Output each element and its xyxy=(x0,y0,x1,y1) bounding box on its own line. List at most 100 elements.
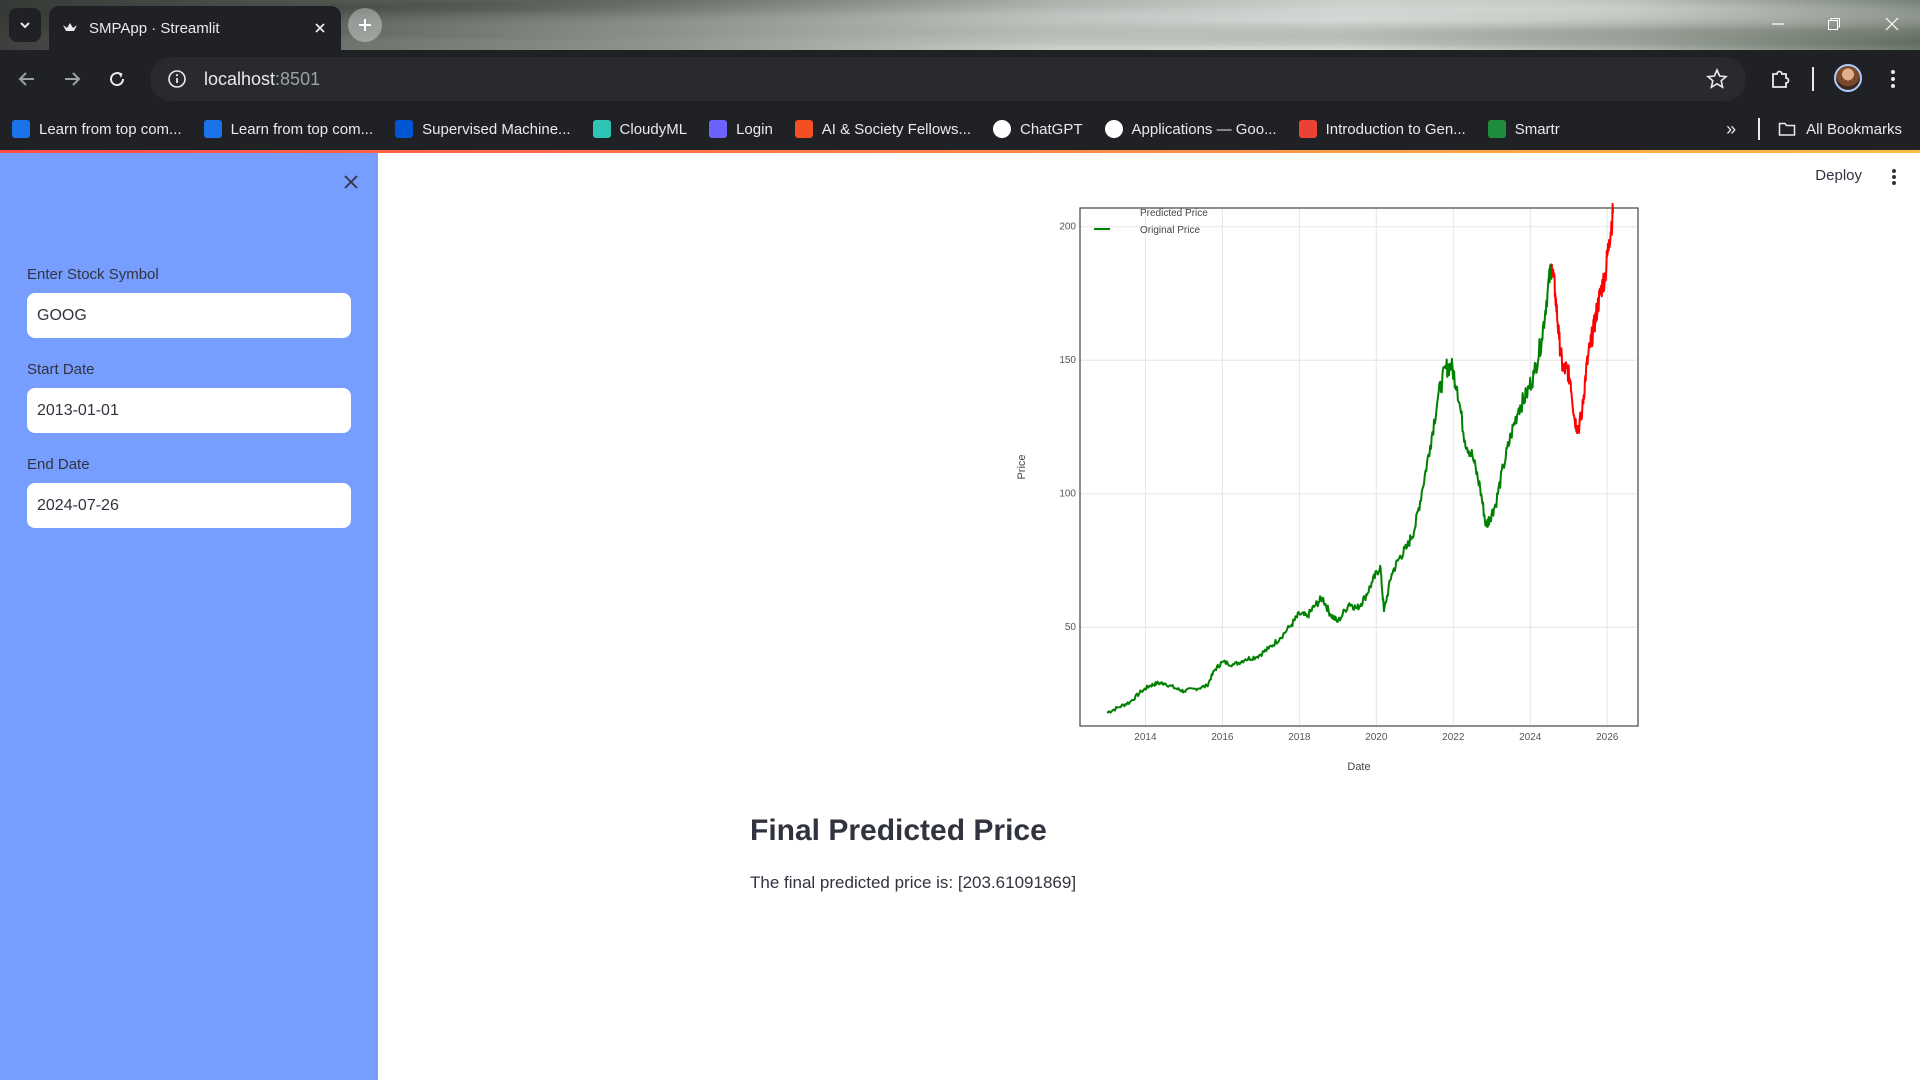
kebab-menu-icon xyxy=(1892,169,1896,185)
chevron-down-icon xyxy=(20,22,30,29)
plus-icon xyxy=(359,19,371,31)
final-price-heading: Final Predicted Price xyxy=(750,814,1047,847)
url-host: localhost xyxy=(204,68,276,89)
legend-label: Original Price xyxy=(1140,225,1200,236)
bookmarks-list: Learn from top com... Learn from top com.… xyxy=(12,120,1582,138)
x-tick-label: 2016 xyxy=(1211,732,1234,743)
bookmark-label: Introduction to Gen... xyxy=(1325,120,1466,138)
kebab-menu-icon xyxy=(1891,70,1895,88)
arrow-left-icon xyxy=(18,72,34,86)
streamlit-crown-icon xyxy=(61,19,79,37)
new-tab-button[interactable] xyxy=(348,8,382,42)
y-axis-ticks: 50 100 150 200 xyxy=(1059,222,1076,634)
final-price-text: The final predicted price is: [203.61091… xyxy=(750,873,1077,892)
reload-icon xyxy=(110,72,125,87)
bookmark-label: Login xyxy=(736,120,773,138)
end-date-label: End Date xyxy=(27,456,90,473)
reload-button[interactable] xyxy=(102,64,132,94)
x-axis-label: Date xyxy=(1347,761,1370,773)
bookmark-label: CloudyML xyxy=(619,120,688,138)
bookmark-item[interactable]: CloudyML xyxy=(592,120,688,138)
google-cloud-icon xyxy=(1298,120,1317,138)
x-tick-label: 2022 xyxy=(1442,732,1465,743)
address-bar[interactable]: localhost:8501 xyxy=(150,57,1746,101)
profile-avatar[interactable] xyxy=(1834,64,1862,92)
x-tick-label: 2014 xyxy=(1134,732,1157,743)
minimize-icon xyxy=(1772,23,1784,25)
login-icon xyxy=(709,120,728,138)
scaler-icon xyxy=(203,120,222,138)
series-line-1 xyxy=(1550,202,1614,435)
forward-button[interactable] xyxy=(57,64,87,94)
bookmark-label: Learn from top com... xyxy=(39,120,182,138)
restore-button[interactable] xyxy=(1820,12,1848,36)
cloudyml-icon xyxy=(592,120,611,138)
y-tick-label: 50 xyxy=(1065,622,1077,633)
chatgpt-icon xyxy=(993,120,1011,138)
stock-symbol-input[interactable]: GOOG xyxy=(27,293,351,338)
bookmark-item[interactable]: AI & Society Fellows... xyxy=(794,120,971,138)
minimize-button[interactable] xyxy=(1764,12,1792,36)
puzzle-icon xyxy=(1772,70,1790,88)
bookmark-item[interactable]: Learn from top com... xyxy=(12,120,182,138)
bookmark-label: ChatGPT xyxy=(1020,120,1083,138)
bookmark-item[interactable]: Supervised Machine... xyxy=(395,120,571,138)
legend-label: Predicted Price xyxy=(1140,208,1208,219)
deploy-button[interactable]: Deploy xyxy=(1815,167,1862,184)
sidebar: Enter Stock Symbol GOOG Start Date 2013-… xyxy=(0,153,378,1080)
bookmark-item[interactable]: Login xyxy=(709,120,773,138)
close-icon xyxy=(344,175,358,189)
bookmark-label: Applications — Goo... xyxy=(1131,120,1277,138)
bookmark-label: Learn from top com... xyxy=(230,120,374,138)
bookmark-label: Supervised Machine... xyxy=(422,120,571,138)
scaler-icon xyxy=(12,120,30,138)
bookmark-item[interactable]: ChatGPT xyxy=(993,120,1083,138)
chart-series xyxy=(1106,202,1614,714)
x-tick-label: 2024 xyxy=(1519,732,1542,743)
sidebar-close-button[interactable] xyxy=(339,170,363,194)
bookmark-item[interactable]: Applications — Goo... xyxy=(1104,120,1277,138)
y-tick-label: 150 xyxy=(1059,355,1076,366)
bookmarks-bar: Learn from top com... Learn from top com.… xyxy=(0,108,1920,150)
more-bookmarks-icon[interactable]: » xyxy=(1726,118,1737,139)
browser-menu-button[interactable] xyxy=(1878,64,1908,94)
chart-legend[interactable]: Predicted Price Original Price xyxy=(1094,208,1208,236)
app-menu-button[interactable] xyxy=(1884,167,1904,187)
plot-area-border xyxy=(1079,207,1639,727)
bookmark-item[interactable]: Learn from top com... xyxy=(203,120,374,138)
x-tick-label: 2026 xyxy=(1596,732,1619,743)
folder-icon xyxy=(1778,121,1796,137)
stock-symbol-label: Enter Stock Symbol xyxy=(27,266,159,283)
chart-grid xyxy=(1080,208,1638,726)
series-line-0 xyxy=(1106,263,1553,714)
start-date-label: Start Date xyxy=(27,361,95,378)
arrow-right-icon xyxy=(65,72,81,86)
streamlit-top-decoration xyxy=(0,150,1920,153)
bookmark-item[interactable]: Smartr xyxy=(1487,120,1560,138)
start-date-input[interactable]: 2013-01-01 xyxy=(27,388,351,433)
back-button[interactable] xyxy=(12,64,42,94)
end-date-input[interactable]: 2024-07-26 xyxy=(27,483,351,528)
site-info-icon[interactable] xyxy=(164,66,190,92)
tab-close-icon[interactable] xyxy=(311,19,329,37)
extensions-button[interactable] xyxy=(1765,64,1795,94)
window-titlebar: SMPApp · Streamlit xyxy=(0,0,1920,50)
y-tick-label: 200 xyxy=(1059,222,1076,233)
browser-tab-active[interactable]: SMPApp · Streamlit xyxy=(49,6,341,50)
close-window-button[interactable] xyxy=(1878,12,1906,36)
smartr-icon xyxy=(1487,120,1506,138)
bookmarks-divider xyxy=(1758,118,1761,140)
browser-toolbar: localhost:8501 xyxy=(0,50,1920,108)
bookmark-item[interactable]: Introduction to Gen... xyxy=(1298,120,1466,138)
tab-title: SMPApp · Streamlit xyxy=(89,19,220,37)
price-chart[interactable]: 50 100 150 200 2014 2016 2018 2020 2022 2024 2026… xyxy=(768,196,1648,916)
url-port: :8501 xyxy=(275,68,321,89)
microsoft-icon xyxy=(794,120,813,138)
tab-search-button[interactable] xyxy=(9,8,41,42)
x-axis-ticks: 2014 2016 2018 2020 2022 2024 2026 xyxy=(1134,732,1618,743)
coursera-icon xyxy=(395,120,414,138)
restore-icon xyxy=(1828,18,1840,30)
all-bookmarks-link[interactable]: All Bookmarks xyxy=(1806,120,1902,138)
bookmark-star-icon[interactable] xyxy=(1706,67,1728,95)
bookmark-label: AI & Society Fellows... xyxy=(821,120,971,138)
